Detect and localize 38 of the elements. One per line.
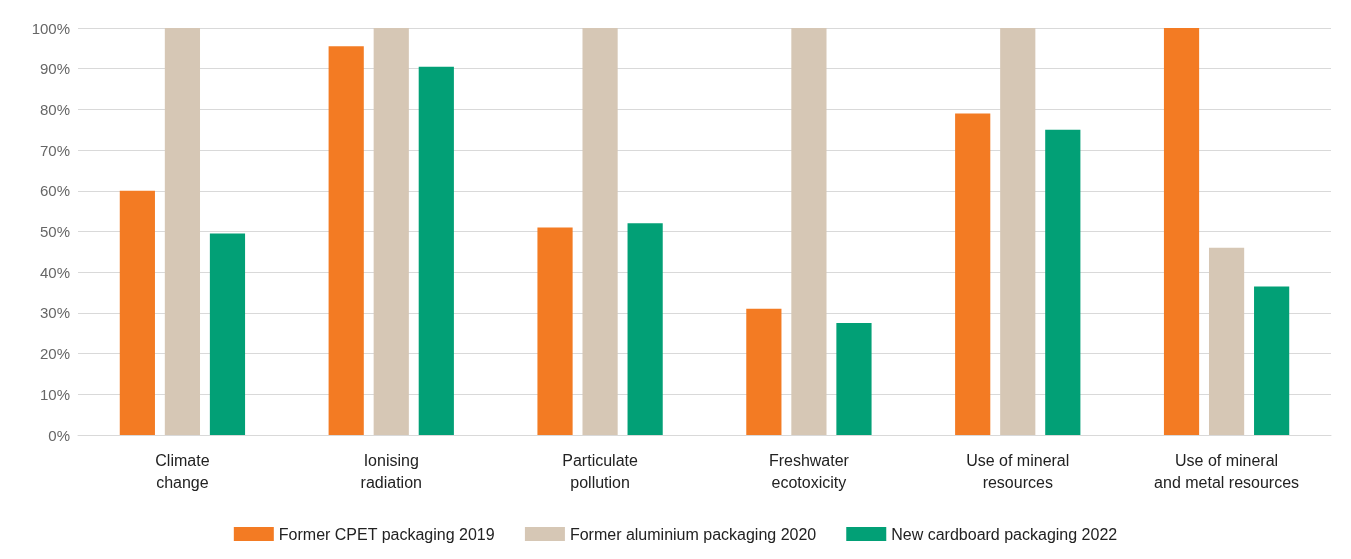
bar: [1000, 28, 1036, 435]
y-tick-label: 100%: [31, 19, 70, 37]
y-tick-label: 60%: [39, 182, 70, 200]
x-tick-label: Use of mineral and metal resources: [1154, 451, 1300, 491]
bar: [119, 190, 155, 435]
y-tick-label: 50%: [39, 223, 70, 240]
x-tick-label: Use of mineral resources: [966, 451, 1070, 491]
bar: [1045, 129, 1081, 435]
legend-label: Former aluminium packaging 2020: [569, 525, 817, 543]
y-tick-label: 30%: [39, 304, 70, 322]
bar: [1163, 28, 1200, 435]
bar: [537, 227, 573, 435]
bar: [746, 308, 782, 435]
bar: [836, 323, 872, 435]
y-tick-label: 10%: [39, 385, 70, 403]
bar: [418, 66, 454, 435]
y-tick-label: 70%: [39, 141, 70, 159]
x-tick-label: Climate change: [155, 451, 210, 491]
legend-label: Former CPET packaging 2019: [278, 525, 495, 543]
bar: [627, 223, 663, 435]
x-tick-label: Ionising radiation: [360, 451, 422, 491]
bar: [582, 28, 618, 435]
y-tick-label: 40%: [39, 263, 70, 281]
bar: [328, 46, 364, 435]
x-tick-label: Freshwater ecotoxicity: [768, 451, 850, 491]
bar: [1254, 286, 1290, 435]
legend-label: New cardboard packaging 2022: [891, 525, 1118, 543]
bar: [373, 28, 409, 435]
bar: [955, 113, 991, 435]
bar: [209, 233, 246, 435]
y-tick-label: 20%: [39, 345, 70, 363]
bar: [1208, 247, 1245, 435]
y-tick-label: 0%: [48, 426, 70, 444]
bar: [164, 28, 201, 435]
y-tick-label: 90%: [39, 60, 70, 78]
y-tick-label: 80%: [39, 100, 70, 118]
x-tick-label: Particulate pollution: [562, 451, 638, 491]
bar: [791, 28, 827, 435]
